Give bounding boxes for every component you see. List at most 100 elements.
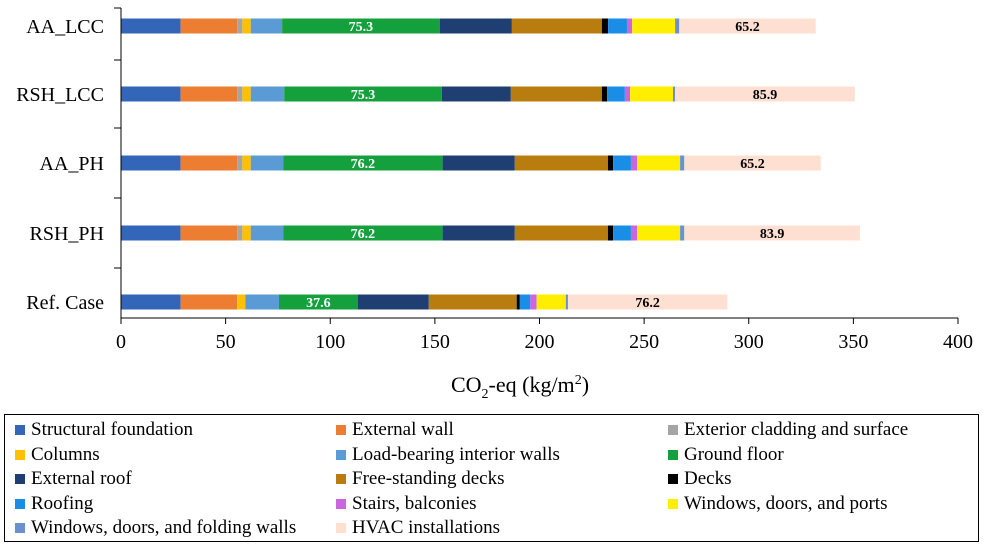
bars-layer bbox=[121, 18, 860, 310]
bar-aa-ph-decks bbox=[607, 155, 614, 171]
bar-ref-case-free-standing-decks bbox=[428, 294, 517, 310]
bar-aa-ph-ground-floor bbox=[283, 155, 443, 171]
legend-label-ground-floor: Ground floor bbox=[684, 443, 784, 465]
bar-rsh-ph-windows-doors-and-folding-walls bbox=[680, 225, 685, 241]
bar-aa-lcc-windows-doors-and-ports bbox=[632, 18, 676, 34]
legend-swatch-columns bbox=[15, 449, 25, 460]
legend-swatch-decks bbox=[668, 474, 678, 484]
bar-aa-ph-external-wall bbox=[180, 155, 238, 171]
bar-ref-case-columns bbox=[237, 294, 246, 310]
legend-label-windows-doors-and-folding-walls: Windows, doors, and folding walls bbox=[31, 517, 297, 538]
legend-swatch-free-standing-decks bbox=[336, 474, 346, 484]
bar-rsh-ph-exterior-cladding-and-surface bbox=[237, 225, 243, 241]
legend-label-hvac-installations: HVAC installations bbox=[352, 517, 500, 538]
bar-aa-ph-windows-doors-and-folding-walls bbox=[680, 155, 685, 171]
legend-label-exterior-cladding-and-surface: Exterior cladding and surface bbox=[684, 419, 909, 440]
bar-rsh-lcc-structural-foundation bbox=[121, 86, 181, 102]
legend-item-structural-foundation: Structural foundation bbox=[15, 419, 193, 441]
bar-ref-case-hvac-installations bbox=[567, 294, 728, 310]
data-label-rsh-lcc-hvac-installations: 85.9 bbox=[753, 88, 778, 103]
data-label-aa-lcc-ground-floor: 75.3 bbox=[349, 20, 374, 35]
x-tick-label-0: 0 bbox=[116, 331, 126, 353]
x-axis-title: CO2-eq (kg/m2) bbox=[451, 372, 589, 402]
legend-swatch-ground-floor bbox=[668, 449, 678, 460]
legend-swatch-windows-doors-and-ports bbox=[668, 498, 678, 509]
bar-aa-ph-free-standing-decks bbox=[514, 155, 608, 171]
y-tick-label-aa-lcc: AA_LCC bbox=[26, 16, 104, 38]
data-label-ref-case-hvac-installations: 76.2 bbox=[635, 296, 660, 311]
legend-item-roofing: Roofing bbox=[15, 493, 93, 515]
legend-label-decks: Decks bbox=[684, 468, 732, 489]
bar-rsh-ph-structural-foundation bbox=[121, 225, 181, 241]
bar-rsh-lcc-hvac-installations bbox=[675, 86, 855, 102]
x-tick-label-400: 400 bbox=[943, 331, 973, 353]
bar-rsh-lcc-stairs-balconies bbox=[624, 86, 631, 102]
x-axis-title-main: CO bbox=[451, 372, 482, 397]
data-label-rsh-ph-ground-floor: 76.2 bbox=[351, 227, 376, 242]
data-label-ref-case-ground-floor: 37.6 bbox=[306, 296, 331, 311]
bar-rsh-lcc-external-wall bbox=[180, 86, 238, 102]
y-tick-label-rsh-lcc: RSH_LCC bbox=[16, 84, 104, 106]
legend-label-windows-doors-and-ports: Windows, doors, and ports bbox=[684, 492, 888, 514]
legend-item-decks: Decks bbox=[668, 468, 731, 490]
bar-aa-ph-columns bbox=[242, 155, 251, 171]
bar-rsh-ph-external-wall bbox=[180, 225, 238, 241]
bar-ref-case-external-roof bbox=[357, 294, 429, 310]
bar-ref-case-load-bearing-interior-walls bbox=[245, 294, 279, 310]
legend-item-load-bearing-interior-walls: Load-bearing interior walls bbox=[336, 444, 560, 466]
bar-aa-ph-roofing bbox=[613, 155, 631, 171]
bar-aa-lcc-roofing bbox=[608, 18, 627, 34]
bar-ref-case-structural-foundation bbox=[121, 294, 181, 310]
legend-label-structural-foundation: Structural foundation bbox=[31, 419, 193, 440]
y-tick-label-rsh-ph: RSH_PH bbox=[30, 223, 104, 245]
bar-aa-lcc-free-standing-decks bbox=[511, 18, 602, 34]
bar-rsh-lcc-load-bearing-interior-walls bbox=[250, 86, 285, 102]
bar-aa-ph-stairs-balconies bbox=[630, 155, 638, 171]
y-tick-label-aa-ph: AA_PH bbox=[40, 153, 104, 175]
legend-swatch-exterior-cladding-and-surface bbox=[668, 425, 678, 435]
data-label-aa-lcc-hvac-installations: 65.2 bbox=[735, 20, 760, 35]
bar-aa-ph-windows-doors-and-ports bbox=[637, 155, 681, 171]
legend-item-free-standing-decks: Free-standing decks bbox=[336, 468, 504, 490]
legend-item-ground-floor: Ground floor bbox=[668, 444, 784, 466]
bar-rsh-ph-free-standing-decks bbox=[514, 225, 608, 241]
bar-rsh-lcc-columns bbox=[242, 86, 251, 102]
bar-rsh-lcc-external-roof bbox=[441, 86, 511, 102]
data-label-aa-ph-ground-floor: 76.2 bbox=[351, 157, 376, 172]
x-axis-title-mid: -eq (kg/m bbox=[489, 372, 575, 397]
bar-rsh-ph-decks bbox=[607, 225, 614, 241]
legend-item-windows-doors-and-ports: Windows, doors, and ports bbox=[668, 493, 887, 515]
x-tick-label-350: 350 bbox=[838, 331, 868, 353]
bar-rsh-ph-columns bbox=[242, 225, 251, 241]
x-axis-title-sub: 2 bbox=[482, 387, 489, 402]
bar-rsh-lcc-roofing bbox=[607, 86, 625, 102]
bar-aa-lcc-external-wall bbox=[180, 18, 238, 34]
data-labels-layer: 75.3 65.2 75.3 85.9 76.2 65.2 76.2 83.9 37.6 76.2 bbox=[306, 20, 784, 311]
legend-item-external-roof: External roof bbox=[15, 468, 132, 490]
bar-aa-ph-load-bearing-interior-walls bbox=[250, 155, 284, 171]
x-tick-label-250: 250 bbox=[629, 331, 659, 353]
bar-rsh-ph-ground-floor bbox=[283, 225, 443, 241]
x-tick-label-50: 50 bbox=[216, 331, 236, 353]
legend-item-exterior-cladding-and-surface: Exterior cladding and surface bbox=[668, 419, 908, 441]
bar-rsh-ph-roofing bbox=[613, 225, 631, 241]
legend-swatch-hvac-installations bbox=[336, 523, 346, 533]
bar-rsh-ph-stairs-balconies bbox=[630, 225, 638, 241]
bar-rsh-lcc-ground-floor bbox=[284, 86, 442, 102]
legend-label-external-roof: External roof bbox=[31, 468, 132, 489]
stacked-bar-chart: 75.3 65.2 75.3 85.9 76.2 65.2 76.2 83.9 37.6 76.2… bbox=[16, 7, 973, 402]
bar-rsh-lcc-windows-doors-and-folding-walls bbox=[673, 86, 676, 102]
data-label-rsh-lcc-ground-floor: 75.3 bbox=[351, 88, 376, 103]
bar-aa-ph-hvac-installations bbox=[684, 155, 821, 171]
legend-swatch-windows-doors-and-folding-walls bbox=[15, 523, 25, 533]
bar-rsh-ph-hvac-installations bbox=[684, 225, 860, 241]
bar-aa-ph-structural-foundation bbox=[121, 155, 181, 171]
x-axis-title-end: ) bbox=[582, 372, 589, 397]
bar-aa-lcc-exterior-cladding-and-surface bbox=[237, 18, 243, 34]
legend-item-windows-doors-and-folding-walls: Windows, doors, and folding walls bbox=[15, 517, 296, 539]
bar-rsh-ph-windows-doors-and-ports bbox=[637, 225, 681, 241]
legend-swatch-stairs-balconies bbox=[336, 498, 346, 509]
bar-ref-case-external-wall bbox=[180, 294, 238, 310]
bar-rsh-lcc-decks bbox=[601, 86, 608, 102]
x-axis-title-sup: 2 bbox=[575, 373, 582, 388]
